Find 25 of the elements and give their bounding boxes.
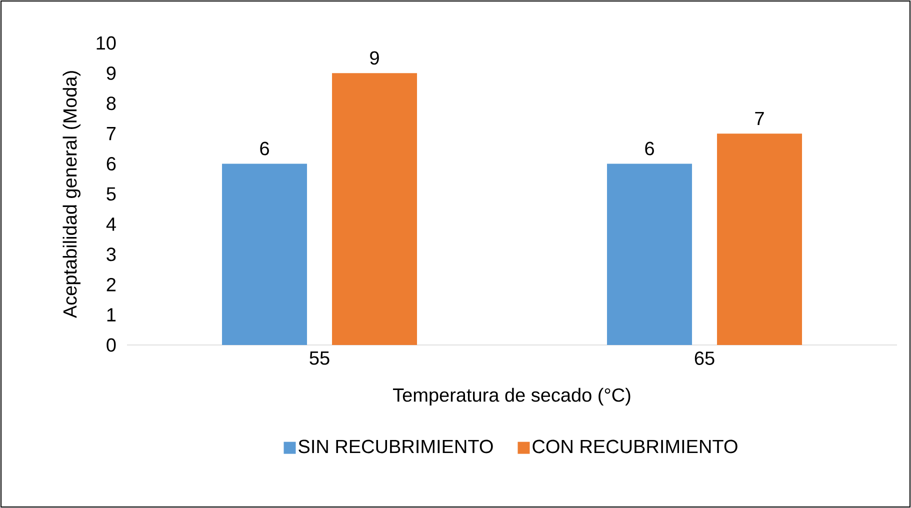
- y-axis-title: Aceptabilidad general (Moda): [62, 71, 80, 318]
- data-label: 7: [755, 112, 764, 126]
- y-tick-label: 5: [106, 187, 116, 201]
- y-tick-label: 1: [107, 308, 116, 322]
- y-tick-label: 4: [106, 218, 116, 231]
- data-label: 9: [370, 51, 379, 65]
- data-label: 6: [645, 142, 654, 156]
- bar: [332, 73, 418, 345]
- bar: [222, 164, 308, 345]
- y-tick-label: 7: [106, 127, 116, 140]
- data-label: 6: [260, 142, 269, 156]
- x-tick-label: 55: [310, 352, 330, 365]
- y-tick-label: 0: [106, 338, 116, 352]
- y-tick-label: 10: [96, 36, 116, 50]
- y-tick-label: 6: [106, 157, 116, 171]
- y-tick-label: 2: [106, 278, 116, 292]
- x-axis-title: Temperatura de secado (°C): [392, 388, 630, 406]
- bar: [717, 134, 802, 345]
- legend-label: CON RECUBRIMIENTO: [532, 440, 738, 454]
- y-tick-label: 8: [106, 96, 116, 110]
- legend-label: SIN RECUBRIMIENTO: [298, 440, 493, 454]
- y-tick-label: 3: [106, 248, 116, 262]
- y-tick-label: 9: [106, 66, 116, 80]
- x-tick-label: 65: [694, 352, 714, 365]
- bar: [607, 164, 692, 345]
